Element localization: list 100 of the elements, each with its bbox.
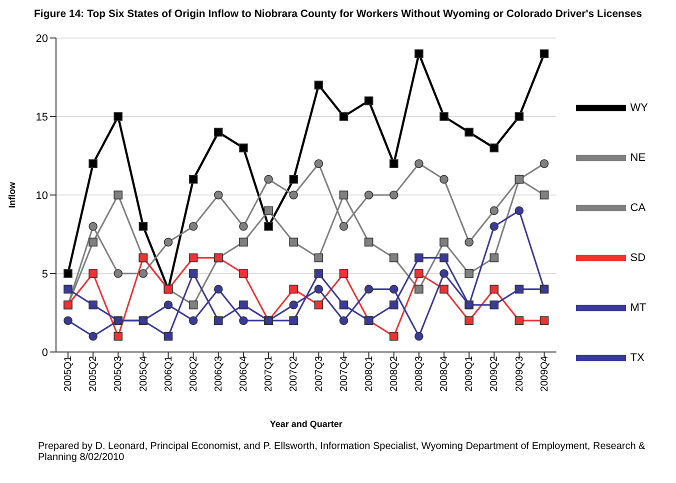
x-tick-label: 2008Q1 xyxy=(364,356,375,392)
y-tick-label: 15 xyxy=(36,111,48,124)
point xyxy=(64,316,72,325)
point xyxy=(339,222,348,231)
point xyxy=(490,300,499,310)
point xyxy=(239,316,248,325)
y-tick-label: 5 xyxy=(42,268,48,280)
point xyxy=(464,128,474,137)
point xyxy=(490,206,499,216)
x-tick-label: 2008Q2 xyxy=(388,356,400,392)
x-tick-label: 2007Q2 xyxy=(288,356,300,392)
point xyxy=(464,316,474,325)
point xyxy=(214,190,223,200)
point xyxy=(540,159,549,168)
y-tick-label: 0 xyxy=(42,346,48,359)
point xyxy=(490,144,499,152)
y-tick-label: 10 xyxy=(36,190,48,202)
point xyxy=(239,238,248,246)
point xyxy=(88,332,98,341)
point xyxy=(239,144,248,152)
point xyxy=(514,316,524,325)
point xyxy=(88,159,98,168)
point xyxy=(114,190,123,200)
point xyxy=(188,316,198,325)
point xyxy=(289,190,298,200)
point xyxy=(88,222,98,231)
point xyxy=(414,253,424,262)
point xyxy=(314,159,324,168)
point xyxy=(440,284,448,294)
point xyxy=(389,159,398,168)
point xyxy=(289,284,298,294)
x-tick-label: 2005Q3 xyxy=(113,356,124,392)
legend-label: CA xyxy=(630,201,646,214)
legend-label: SD xyxy=(630,251,646,264)
point xyxy=(264,222,273,231)
point xyxy=(364,190,374,200)
point xyxy=(314,253,324,262)
point xyxy=(389,253,398,262)
point xyxy=(138,222,148,231)
point xyxy=(164,300,173,310)
point xyxy=(440,174,448,184)
point xyxy=(214,316,223,325)
point xyxy=(138,269,148,278)
point xyxy=(264,174,273,184)
point xyxy=(339,190,348,200)
point xyxy=(464,238,474,246)
point xyxy=(289,238,298,246)
point xyxy=(88,238,98,246)
point xyxy=(214,128,223,137)
point xyxy=(188,300,198,310)
x-tick-label: 2007Q3 xyxy=(314,356,325,392)
point xyxy=(440,269,448,278)
point xyxy=(440,238,448,246)
text: Prepared by D. Leonard, Principal Economist, and P. Ellsworth, Information Specialist, Wyoming Department of Employment, Research & Planning 8/02/2010 xyxy=(38,441,646,463)
x-tick-label: 2007Q1 xyxy=(264,356,275,392)
point xyxy=(364,284,374,294)
point xyxy=(164,332,173,341)
x-tick-label: 2006Q4 xyxy=(238,356,250,392)
point xyxy=(414,284,424,294)
point xyxy=(440,112,448,121)
y-axis-title: Inflow xyxy=(7,181,18,208)
point xyxy=(464,269,474,278)
point xyxy=(64,284,72,294)
x-axis-title: Year and Quarter xyxy=(270,419,343,429)
point xyxy=(414,49,424,58)
legend-label: MT xyxy=(630,301,646,314)
point xyxy=(389,190,398,200)
legend-label: TX xyxy=(630,351,644,364)
point xyxy=(514,112,524,121)
x-tick-label: 2006Q3 xyxy=(214,356,224,392)
legend-label: NE xyxy=(630,151,646,164)
point xyxy=(114,269,123,278)
point xyxy=(314,284,324,294)
point xyxy=(490,253,499,262)
point xyxy=(389,300,398,310)
y-tick-label: 20 xyxy=(36,32,48,45)
point xyxy=(239,300,248,310)
x-tick-label: 2009Q1 xyxy=(464,356,476,392)
point xyxy=(88,300,98,310)
x-tick-label: 2009Q3 xyxy=(514,356,526,392)
point xyxy=(214,284,223,294)
point xyxy=(414,332,424,341)
point xyxy=(164,238,173,246)
point xyxy=(389,332,398,341)
x-tick-label: 2006Q2 xyxy=(188,356,200,392)
point xyxy=(264,206,273,216)
point xyxy=(314,300,324,310)
point xyxy=(339,300,348,310)
point xyxy=(514,284,524,294)
point xyxy=(540,316,549,325)
point xyxy=(188,174,198,184)
point xyxy=(289,174,298,184)
x-tick-label: 2009Q2 xyxy=(489,356,500,392)
chart-title: Figure 14: Top Six States of Origin Inflow to Niobrara County for Workers Without Wyoming or Colorado Driver's Licenses xyxy=(33,8,643,22)
point xyxy=(514,206,524,216)
point xyxy=(314,80,324,90)
point xyxy=(188,269,198,278)
point xyxy=(114,332,123,341)
x-tick-label: 2005Q2 xyxy=(88,356,100,392)
point xyxy=(440,253,448,262)
